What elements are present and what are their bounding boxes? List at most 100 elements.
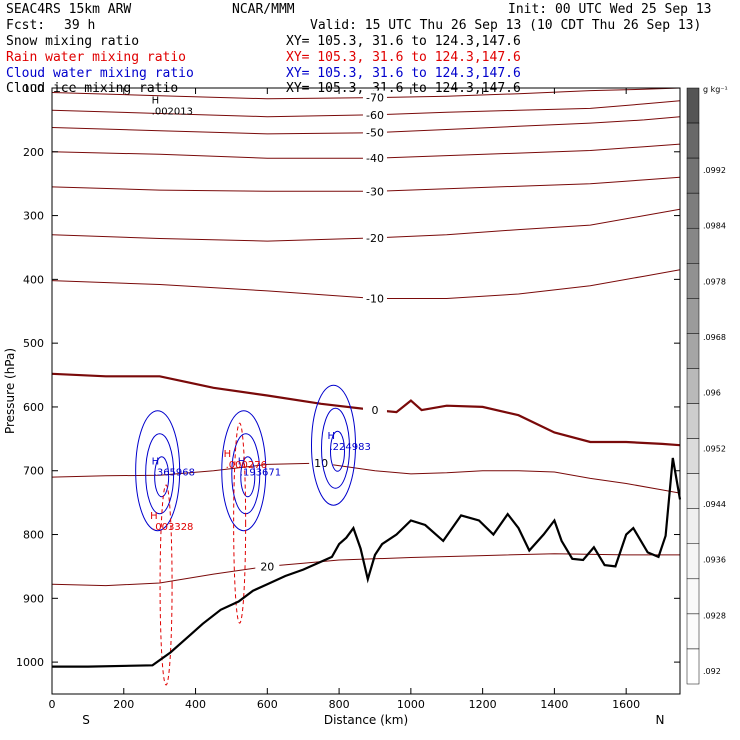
temperature-contour-m10 (51, 269, 681, 299)
cloud-water-max-marker: H (327, 431, 335, 442)
y-tick-label: 800 (23, 529, 44, 542)
colorbar-swatch (686, 438, 700, 474)
y-tick-label: 100 (23, 82, 44, 95)
cloud-water-max-value: .224983 (329, 442, 370, 453)
temperature-label-bg (362, 125, 387, 139)
temperature-label-bg (362, 151, 387, 165)
temperature-label-bg (362, 90, 387, 104)
y-tick-label: 200 (23, 146, 44, 159)
colorbar-tick-label: .0992 (703, 166, 726, 175)
rain-max-marker: H (150, 511, 158, 522)
colorbar-swatch (686, 403, 700, 439)
temperature-contour-m20 (51, 208, 681, 242)
temperature-label-bg (362, 291, 387, 305)
temperature-contour-label: -60 (366, 109, 384, 122)
temperature-label-bg (362, 230, 387, 244)
colorbar-swatch (686, 227, 700, 264)
terrain-line (52, 457, 682, 668)
init-time: Init: 00 UTC Wed 25 Sep 13 (508, 2, 712, 17)
colorbar-tick-label: .0936 (703, 556, 726, 565)
colorbar-swatch (686, 192, 700, 229)
cloud-water-field-name: Cloud water mixing ratio (6, 66, 194, 81)
x-axis-title: Distance (km) (324, 713, 408, 727)
snow-field-name: Snow mixing ratio (6, 34, 140, 49)
x-tick-label: 1400 (540, 698, 568, 711)
rain-max-value: .003328 (152, 522, 193, 533)
x-tick-label: 800 (329, 698, 350, 711)
colorbar-tick-label: .0944 (703, 500, 726, 509)
south-endpoint-label: S (82, 713, 90, 727)
colorbar-swatch (686, 122, 700, 159)
temperature-contour-10 (51, 462, 681, 494)
cloud-water-max-marker: H (152, 457, 160, 468)
y-tick-label: 1000 (16, 656, 44, 669)
x-tick-label: 200 (113, 698, 134, 711)
colorbar-swatch (686, 648, 700, 685)
temperature-contour-label: -30 (366, 185, 384, 198)
rain-water-contour (233, 422, 247, 624)
model-title: SEAC4RS 15km ARW (6, 2, 132, 17)
north-endpoint-label: N (656, 713, 665, 727)
colorbar-swatch (686, 333, 700, 369)
colorbar-tick-label: .0978 (703, 277, 726, 286)
cloud-water-max-marker: H (238, 457, 246, 468)
temperature-contour-label: 20 (260, 560, 274, 573)
temperature-contour-label: -50 (366, 127, 384, 140)
cloud-water-contour (221, 410, 267, 532)
colorbar-tick-label: .0968 (703, 333, 726, 342)
colorbar-swatch (686, 263, 700, 299)
rain-field-xy: XY= 105.3, 31.6 to 124.3,147.6 (286, 50, 521, 65)
temperature-label-bg (362, 107, 387, 121)
y-tick-label: 600 (23, 401, 44, 414)
colorbar-unit: g kg⁻¹ (703, 85, 728, 94)
colorbar-swatch (686, 157, 700, 194)
cloud-water-contour (310, 384, 356, 506)
cloud-water-contour (145, 433, 175, 515)
x-tick-label: 1600 (612, 698, 640, 711)
y-tick-label: 400 (23, 273, 44, 286)
x-tick-label: 400 (185, 698, 206, 711)
x-tick-label: 1200 (469, 698, 497, 711)
snow-max-value: .002013 (152, 107, 193, 118)
valid-time: Valid: 15 UTC Thu 26 Sep 13 (10 CDT Thu … (310, 18, 702, 33)
cloud-water-contour (154, 456, 170, 498)
org-title: NCAR/MMM (232, 2, 295, 17)
cloud-water-max-value: .193671 (240, 468, 281, 479)
y-tick-label: 500 (23, 337, 44, 350)
x-tick-label: 1000 (397, 698, 425, 711)
temperature-contour-label: -70 (366, 92, 384, 105)
temperature-contour-m30 (51, 176, 681, 192)
temperature-label-bg (362, 184, 387, 198)
cloud-water-contour (135, 410, 181, 532)
temperature-label-bg (362, 403, 387, 417)
cloud-water-contour (240, 456, 256, 498)
colorbar-swatch (686, 298, 700, 334)
temperature-label-bg (255, 559, 280, 573)
cloud-water-contour (329, 430, 345, 472)
y-tick-label: 700 (23, 465, 44, 478)
plot-frame (51, 87, 681, 695)
x-tick-label: 0 (49, 698, 56, 711)
rain-field-name: Rain water mixing ratio (6, 50, 187, 65)
colorbar-swatch (686, 578, 700, 615)
colorbar-swatch (686, 508, 700, 545)
colorbar-tick-label: .092 (703, 667, 721, 676)
snow-field-xy: XY= 105.3, 31.6 to 124.3,147.6 (286, 34, 521, 49)
temperature-contour-m40 (51, 143, 681, 159)
colorbar-swatch (686, 87, 700, 124)
cloud-water-field-xy: XY= 105.3, 31.6 to 124.3,147.6 (286, 66, 521, 81)
temperature-contour-0 (51, 372, 681, 447)
forecast-label: Fcst: (6, 18, 46, 33)
temperature-contour-label: 10 (314, 457, 328, 470)
y-axis-title: Pressure (hPa) (3, 348, 17, 434)
temperature-contour-label: -10 (366, 293, 384, 306)
colorbar-tick-label: .096 (703, 389, 721, 398)
x-tick-label: 600 (257, 698, 278, 711)
y-tick-label: 900 (23, 592, 44, 605)
rain-max-value: .000276 (226, 460, 267, 471)
temperature-contour-m50 (51, 116, 681, 135)
colorbar-swatch (686, 613, 700, 650)
temperature-contour-label: 0 (371, 404, 378, 417)
cloud-water-contour (320, 407, 350, 489)
